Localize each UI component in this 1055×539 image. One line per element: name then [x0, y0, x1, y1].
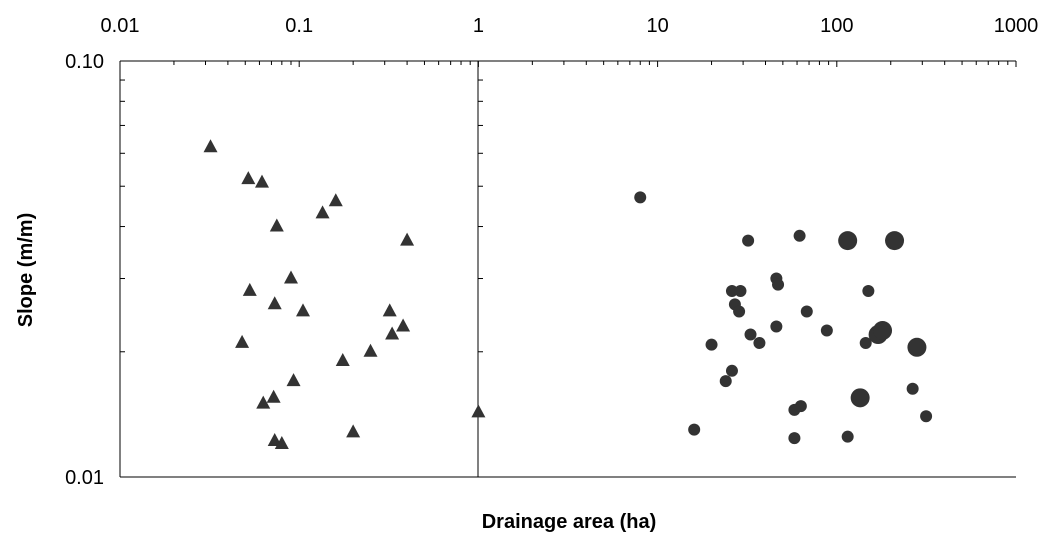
triangle-point	[286, 373, 301, 387]
x-axis-title: Drainage area (ha)	[482, 511, 657, 533]
triangle-point	[335, 352, 350, 366]
triangle-point	[385, 326, 400, 340]
axis-labels: 0.01 0.1 1 10 100 1000 0.10 0.01	[65, 15, 1038, 489]
triangle-point	[269, 218, 284, 232]
circle-point	[742, 234, 755, 247]
x-tick-label: 0.1	[285, 15, 313, 37]
circle-point	[841, 430, 854, 443]
triangle-point	[400, 232, 415, 246]
triangle-point	[295, 303, 310, 317]
triangle-point	[328, 193, 343, 207]
circle-point	[920, 410, 933, 423]
circle-point	[719, 375, 732, 388]
triangle-point	[471, 404, 486, 418]
circle-point	[885, 231, 905, 251]
triangle-point	[203, 139, 218, 153]
circle-point	[850, 388, 870, 408]
axis-ticks	[119, 60, 1017, 478]
circle-point	[733, 305, 746, 318]
circle-point	[725, 284, 738, 297]
x-tick-label: 100	[820, 15, 853, 37]
triangle-point	[266, 389, 281, 403]
triangle-point	[396, 318, 411, 332]
data-points	[203, 139, 933, 450]
x-tick-label: 1000	[994, 15, 1039, 37]
triangle-point	[235, 334, 250, 348]
triangle-point	[363, 343, 378, 357]
y-tick-label: 0.10	[65, 51, 104, 73]
circle-point	[793, 229, 806, 242]
circle-point	[859, 336, 872, 349]
circle-point	[688, 423, 701, 436]
y-axis-title: Slope (m/m)	[15, 213, 37, 327]
circle-point	[770, 320, 783, 333]
triangle-point	[346, 424, 361, 438]
x-tick-label: 1	[473, 15, 484, 37]
triangle-point	[242, 282, 257, 296]
triangle-point	[284, 270, 299, 284]
circle-point	[800, 305, 813, 318]
circle-point	[788, 432, 801, 445]
triangle-point	[254, 174, 269, 188]
triangle-point	[274, 436, 289, 450]
axes	[119, 60, 1016, 478]
triangle-point	[267, 296, 282, 310]
y-tick-label: 0.01	[65, 467, 104, 489]
circle-point	[725, 364, 738, 377]
circle-point	[788, 403, 801, 416]
circle-point	[906, 382, 919, 395]
circle-point	[862, 284, 875, 297]
circle-point	[873, 320, 893, 340]
circle-point	[820, 324, 833, 337]
triangle-point	[256, 395, 271, 409]
triangle-point	[382, 303, 397, 317]
x-tick-label: 10	[646, 15, 668, 37]
circle-point	[705, 338, 718, 351]
circle-point	[907, 337, 927, 357]
triangle-point	[315, 205, 330, 219]
x-tick-label: 0.01	[101, 15, 140, 37]
circle-point	[753, 336, 766, 349]
circle-point	[744, 328, 757, 341]
circle-point	[838, 231, 858, 251]
triangle-point	[241, 171, 256, 185]
circle-point	[772, 278, 785, 291]
circle-point	[634, 191, 647, 204]
circle-point	[734, 284, 747, 297]
